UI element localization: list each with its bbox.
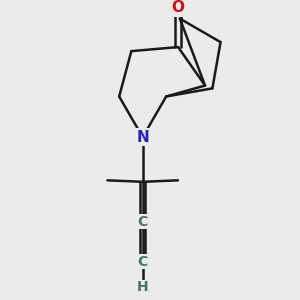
Text: N: N: [136, 130, 149, 145]
Text: C: C: [137, 255, 148, 268]
Text: O: O: [172, 0, 184, 15]
Text: C: C: [137, 215, 148, 229]
Text: H: H: [137, 280, 148, 295]
